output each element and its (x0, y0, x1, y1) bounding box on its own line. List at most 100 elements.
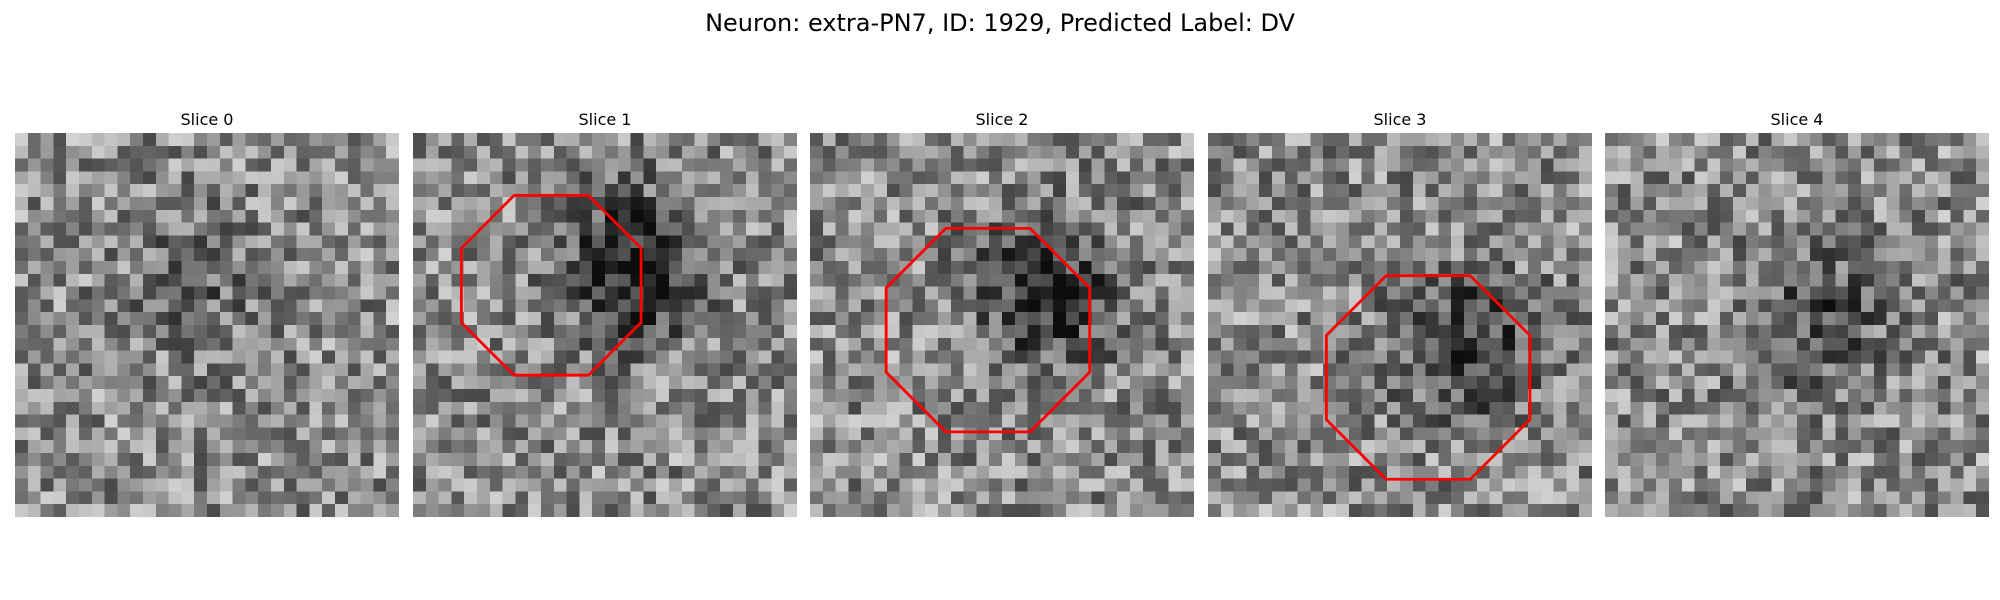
pixel (1014, 491, 1028, 505)
pixel (1104, 261, 1118, 274)
pixel (1027, 261, 1041, 274)
pixel (335, 171, 348, 185)
pixel (1579, 401, 1592, 415)
pixel (322, 261, 335, 274)
pixel (130, 325, 143, 338)
pixel (1515, 478, 1528, 492)
pixel (296, 337, 310, 351)
pixel (848, 312, 862, 325)
pixel (733, 312, 746, 325)
pixel (245, 363, 259, 377)
pixel (1566, 325, 1580, 338)
pixel (464, 478, 477, 492)
pixel (1515, 145, 1528, 159)
pixel (1784, 133, 1797, 146)
pixel (1374, 337, 1388, 351)
pixel (464, 197, 477, 210)
pixel (1950, 465, 1964, 479)
pixel (1181, 427, 1194, 441)
pixel (66, 427, 79, 441)
pixel (1284, 376, 1298, 389)
pixel (245, 248, 259, 261)
pixel (1091, 209, 1105, 223)
pixel (874, 209, 887, 223)
pixel (1374, 325, 1388, 338)
pixel (720, 299, 733, 313)
pixel (745, 209, 759, 223)
pixel (758, 427, 772, 441)
pixel (1643, 478, 1657, 492)
pixel (681, 427, 695, 441)
pixel (168, 414, 182, 428)
pixel (1669, 389, 1682, 402)
pixel (451, 325, 465, 338)
pixel (1412, 133, 1426, 146)
pixel (1733, 158, 1746, 172)
pixel (1400, 478, 1413, 492)
pixel (950, 145, 964, 159)
pixel (1873, 478, 1887, 492)
pixel (1272, 273, 1285, 287)
pixel (1284, 145, 1298, 159)
pixel (656, 299, 669, 313)
pixel (117, 248, 131, 261)
pixel (91, 197, 105, 210)
pixel (1091, 171, 1105, 185)
pixel (1771, 209, 1785, 223)
pixel (232, 184, 246, 197)
pixel (630, 427, 644, 441)
pixel (656, 261, 669, 274)
pixel (1361, 197, 1375, 210)
pixel (976, 261, 990, 274)
pixel (1886, 209, 1900, 223)
pixel (835, 376, 849, 389)
pixel (425, 414, 439, 428)
pixel (1579, 222, 1592, 236)
pixel (1540, 478, 1554, 492)
pixel (413, 184, 426, 197)
pixel (360, 312, 374, 325)
pixel (1669, 248, 1682, 261)
pixel (733, 478, 746, 492)
pixel (1605, 171, 1618, 185)
pixel (219, 325, 233, 338)
pixel (758, 491, 772, 505)
pixel (207, 197, 220, 210)
pixel (925, 504, 938, 517)
pixel (40, 286, 54, 300)
pixel (1579, 145, 1592, 159)
pixel (579, 350, 593, 364)
pixel (168, 465, 182, 479)
pixel (1617, 401, 1631, 415)
pixel (1040, 465, 1054, 479)
pixel (822, 491, 836, 505)
pixel (1733, 325, 1746, 338)
pixel (784, 299, 797, 313)
pixel (605, 453, 618, 466)
pixel (219, 145, 233, 159)
pixel (143, 401, 156, 415)
pixel (1412, 325, 1426, 338)
pixel (1950, 453, 1964, 466)
pixel (1733, 209, 1746, 223)
pixel (373, 235, 387, 249)
pixel (1643, 401, 1657, 415)
pixel (1412, 248, 1426, 261)
pixel (1259, 427, 1272, 441)
pixel (1323, 491, 1336, 505)
pixel (438, 209, 452, 223)
pixel (848, 184, 862, 197)
pixel (566, 158, 580, 172)
pixel (360, 453, 374, 466)
pixel (1310, 235, 1324, 249)
pixel (694, 197, 708, 210)
pixel (1451, 133, 1464, 146)
pixel (1348, 401, 1362, 415)
pixel (1130, 299, 1143, 313)
pixel (1336, 325, 1349, 338)
pixel (912, 209, 926, 223)
pixel (155, 197, 169, 210)
pixel (245, 273, 259, 287)
pixel (925, 453, 938, 466)
pixel (130, 222, 143, 236)
